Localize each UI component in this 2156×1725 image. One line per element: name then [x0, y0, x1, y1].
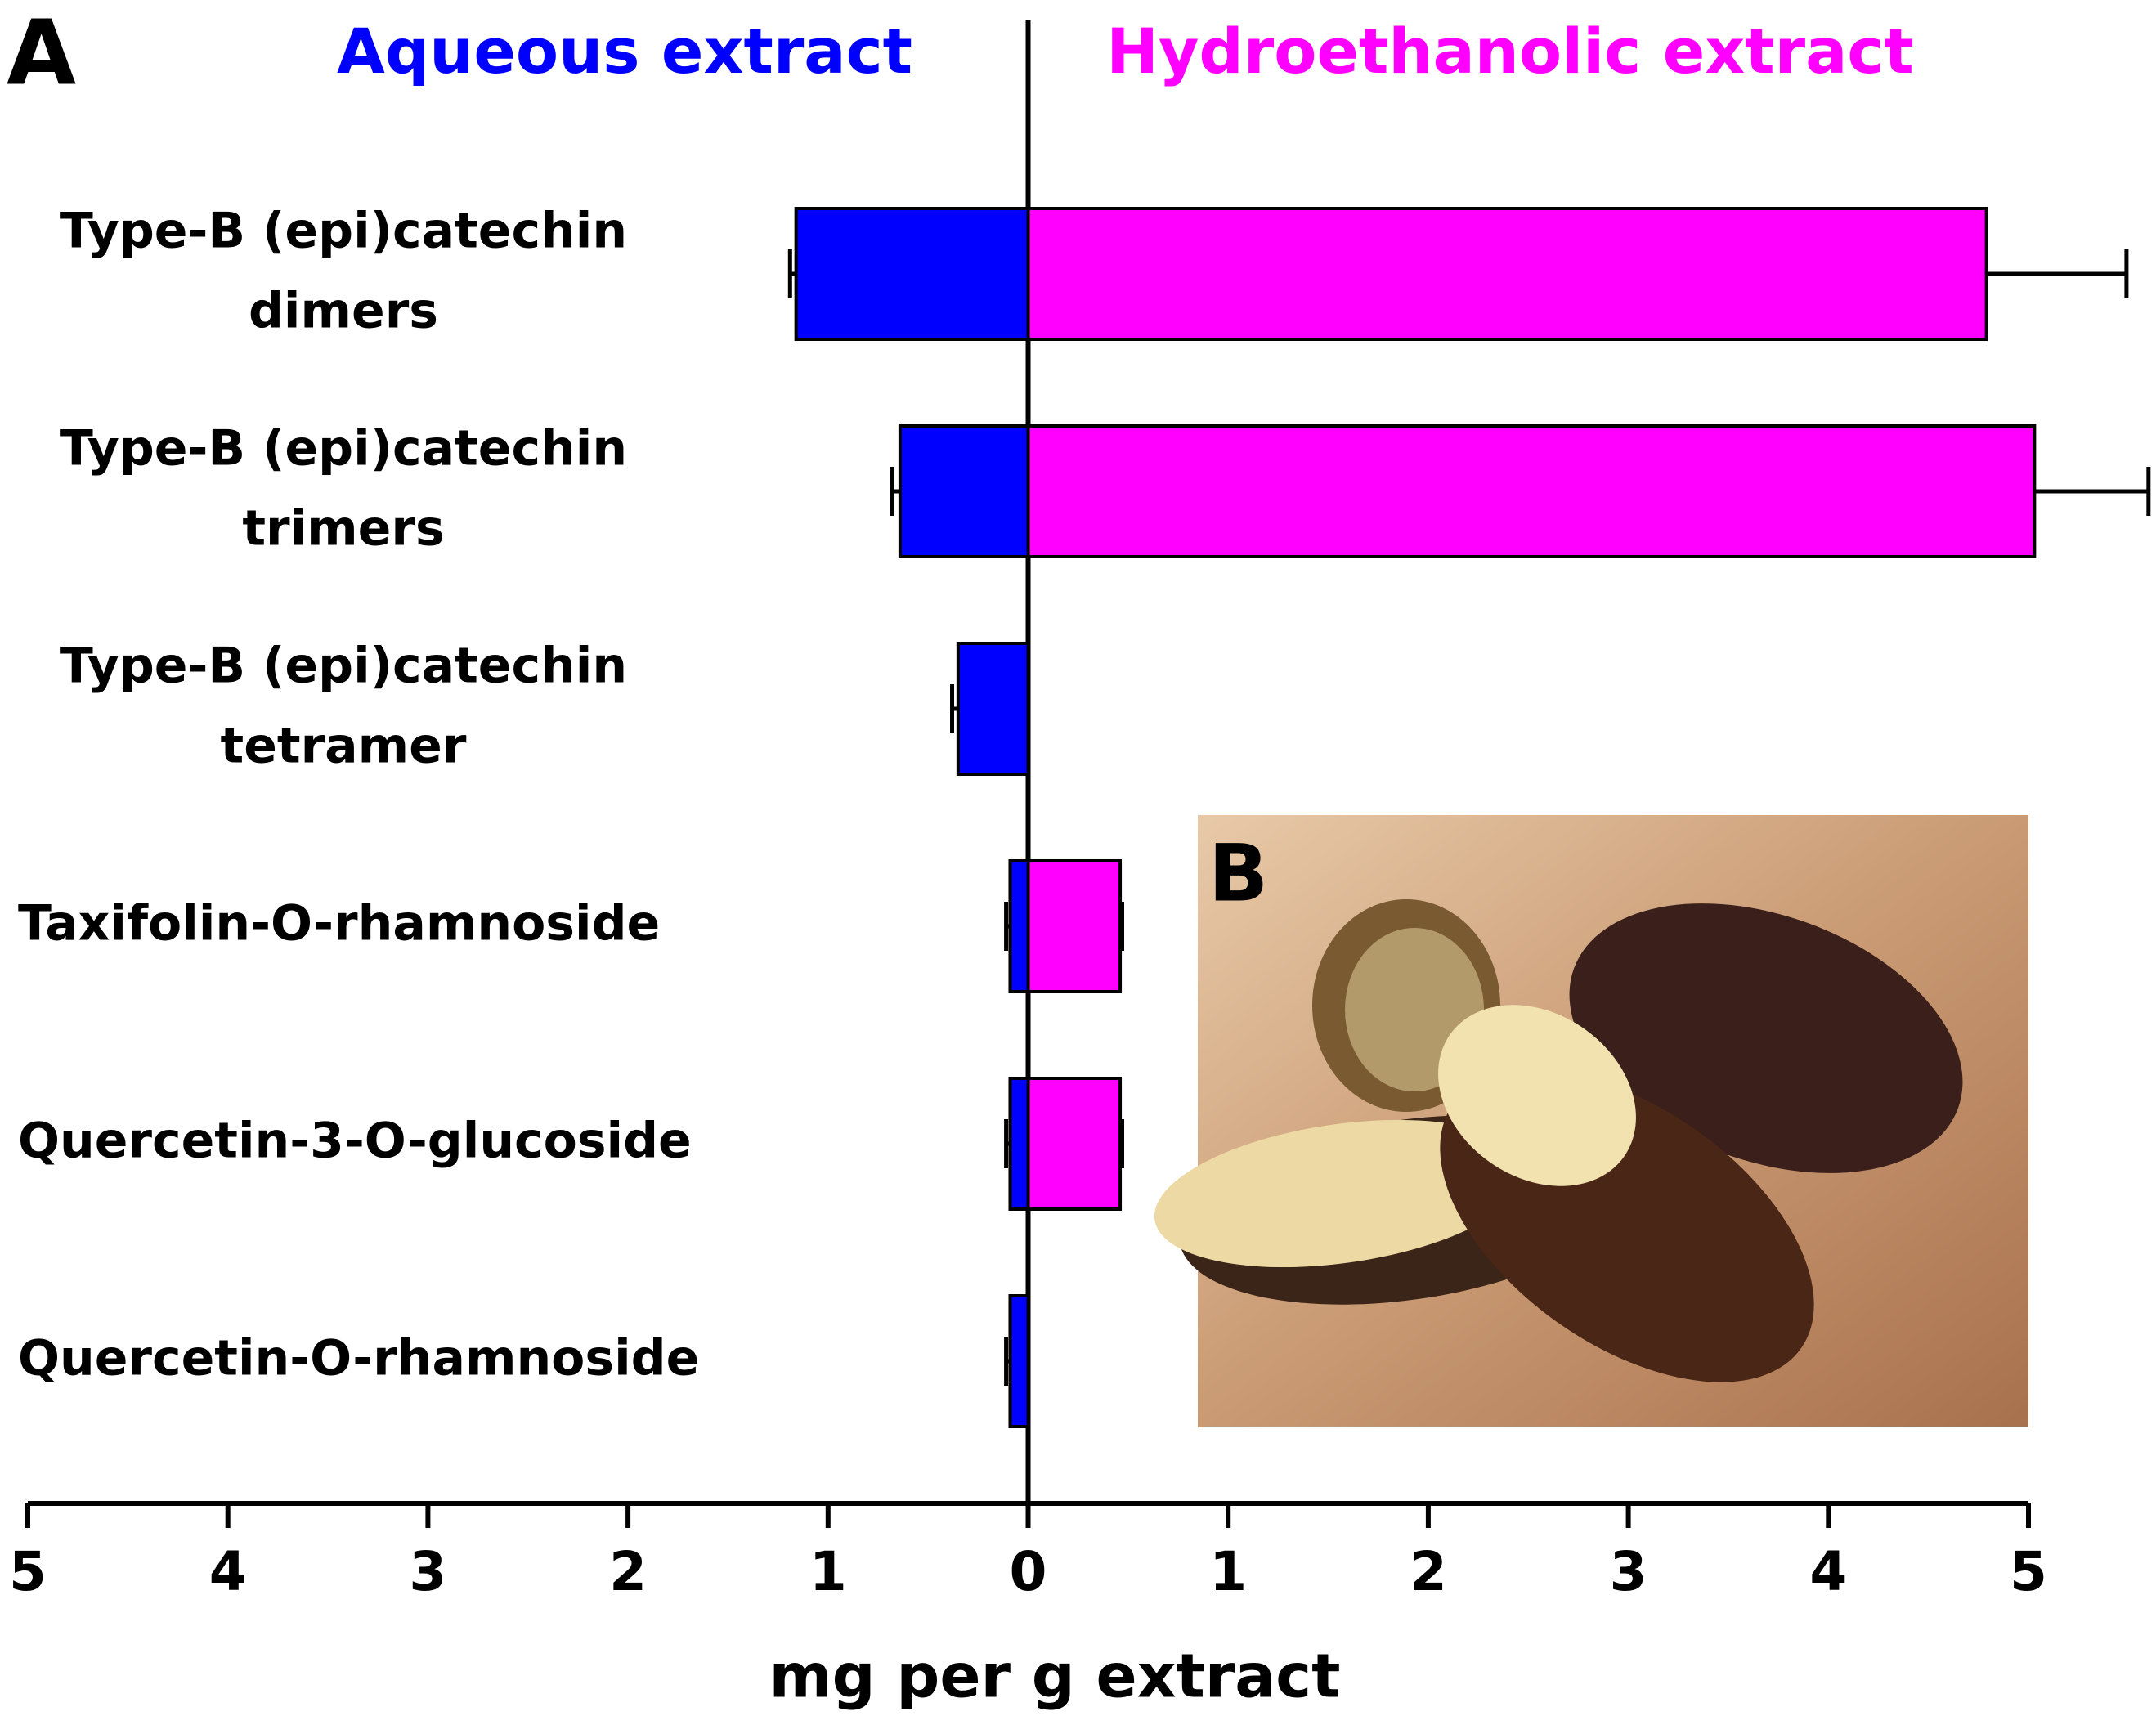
bar — [1026, 424, 2037, 558]
x-axis-label: mg per g extract — [769, 1642, 1341, 1712]
category-label: Quercetin-3-O-glucoside — [18, 1113, 692, 1170]
bar — [794, 207, 1030, 341]
x-tick-label: 2 — [1410, 1540, 1447, 1603]
legend-entry: Hydroethanolic extract — [1106, 15, 1913, 87]
photo: B — [1154, 815, 2028, 1427]
photo-label: B — [1208, 827, 1268, 919]
error-bar — [2034, 467, 2151, 516]
bar — [1008, 859, 1030, 993]
x-tick-label: 4 — [1809, 1540, 1847, 1603]
bar — [1026, 1077, 1123, 1211]
category-label: Type-B (epi)catechin — [60, 638, 627, 695]
category-label: trimers — [242, 500, 444, 558]
panel-label: A — [7, 0, 76, 105]
category-label: tetramer — [221, 718, 467, 775]
x-tick-label: 0 — [1010, 1540, 1047, 1603]
category-label: Type-B (epi)catechin — [60, 203, 627, 260]
error-bar — [1120, 1119, 1125, 1168]
bar — [1008, 1077, 1030, 1211]
x-tick-label: 3 — [409, 1540, 446, 1603]
error-bar — [1004, 902, 1011, 951]
error-bar — [1120, 902, 1125, 951]
error-bar — [1004, 1119, 1011, 1168]
bar — [956, 642, 1030, 776]
x-tick-label: 2 — [609, 1540, 647, 1603]
error-bar — [950, 684, 958, 733]
bar — [898, 424, 1030, 558]
category-label: Taxifolin-O-rhamnoside — [18, 895, 660, 952]
bar — [1008, 1294, 1030, 1428]
x-tick-label: 1 — [809, 1540, 847, 1603]
x-tick-label: 1 — [1209, 1540, 1247, 1603]
x-tick-label: 3 — [1610, 1540, 1647, 1603]
category-label: Type-B (epi)catechin — [60, 420, 627, 477]
error-bar — [787, 249, 796, 298]
error-bar — [1986, 249, 2129, 298]
bar — [1026, 207, 1988, 341]
error-bar — [1004, 1337, 1011, 1386]
bar — [1026, 859, 1123, 993]
legend-entry: Aqueous extract — [337, 15, 912, 87]
x-tick-label: 4 — [209, 1540, 247, 1603]
x-tick-label: 5 — [2010, 1540, 2047, 1603]
category-label: dimers — [249, 283, 438, 340]
error-bar — [890, 467, 900, 516]
category-label: Quercetin-O-rhamnoside — [18, 1330, 699, 1387]
x-tick-label: 5 — [9, 1540, 47, 1603]
